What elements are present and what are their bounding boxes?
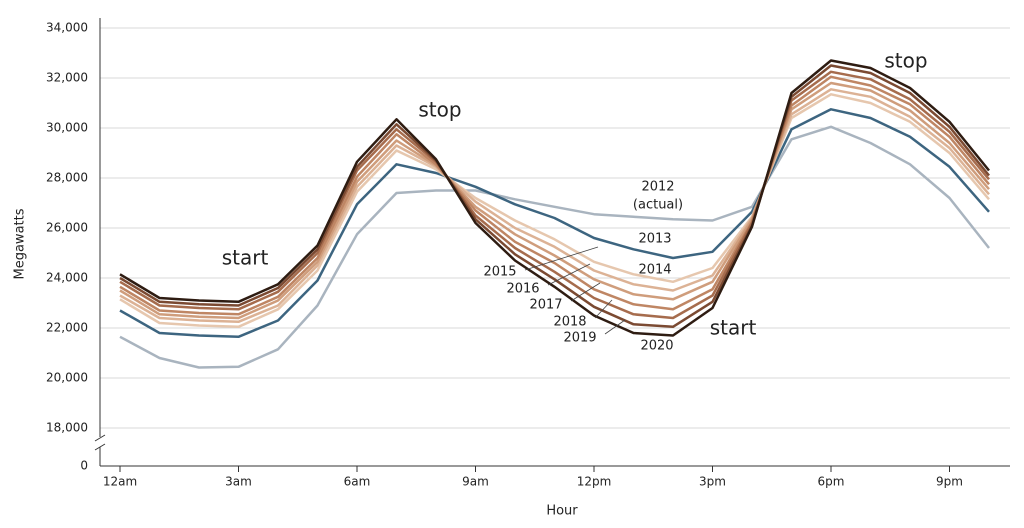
leader-line <box>570 282 601 302</box>
series-line <box>119 59 990 337</box>
series-label: 2014 <box>638 263 671 278</box>
y-tick-label: 22,000 <box>46 321 88 335</box>
leader-line <box>604 319 626 335</box>
x-tick-label: 12am <box>103 475 137 489</box>
y-tick-label: 26,000 <box>46 221 88 235</box>
y-tick-label: 28,000 <box>46 171 88 185</box>
y-tick-label: 30,000 <box>46 121 88 135</box>
axis-break <box>94 434 106 451</box>
x-tick-label: 9am <box>462 475 489 489</box>
y-tick-label: 0 <box>80 459 88 473</box>
series-line <box>119 64 990 329</box>
series-line <box>119 108 990 339</box>
series-label: 2016 <box>506 282 539 297</box>
series-label: 2019 <box>563 331 596 346</box>
y-tick-label: 20,000 <box>46 371 88 385</box>
series-label: 2018 <box>553 315 586 330</box>
series-label: 2015 <box>483 265 516 280</box>
series-label: 2020 <box>640 339 673 354</box>
x-axis-label: Hour <box>546 504 578 519</box>
leader-line <box>594 299 613 319</box>
series-line <box>119 75 990 316</box>
y-tick-label: 32,000 <box>46 71 88 85</box>
series-label: 2013 <box>638 232 671 247</box>
series-line <box>119 93 990 329</box>
y-tick-label: 34,000 <box>46 21 88 35</box>
series-line <box>119 125 990 369</box>
series-label: 2012 <box>641 180 674 195</box>
x-tick-label: 12pm <box>577 475 612 489</box>
y-axis-label: Megawatts <box>13 208 28 279</box>
series-line <box>119 81 990 320</box>
x-tick-label: 3am <box>225 475 252 489</box>
x-tick-label: 9pm <box>936 475 963 489</box>
annotation: start <box>710 316 757 340</box>
leader-line <box>547 263 591 286</box>
y-tick-label: 18,000 <box>46 421 88 435</box>
series-line <box>119 70 990 320</box>
annotation: (actual) <box>633 198 683 213</box>
series-label: 2017 <box>529 298 562 313</box>
annotation: start <box>222 246 269 270</box>
leader-line <box>524 246 599 271</box>
annotation: stop <box>884 49 927 73</box>
x-tick-label: 3pm <box>699 475 726 489</box>
x-tick-label: 6am <box>344 475 371 489</box>
series-line <box>119 88 990 324</box>
annotation: stop <box>418 98 461 122</box>
y-tick-label: 24,000 <box>46 271 88 285</box>
x-tick-label: 6pm <box>818 475 845 489</box>
